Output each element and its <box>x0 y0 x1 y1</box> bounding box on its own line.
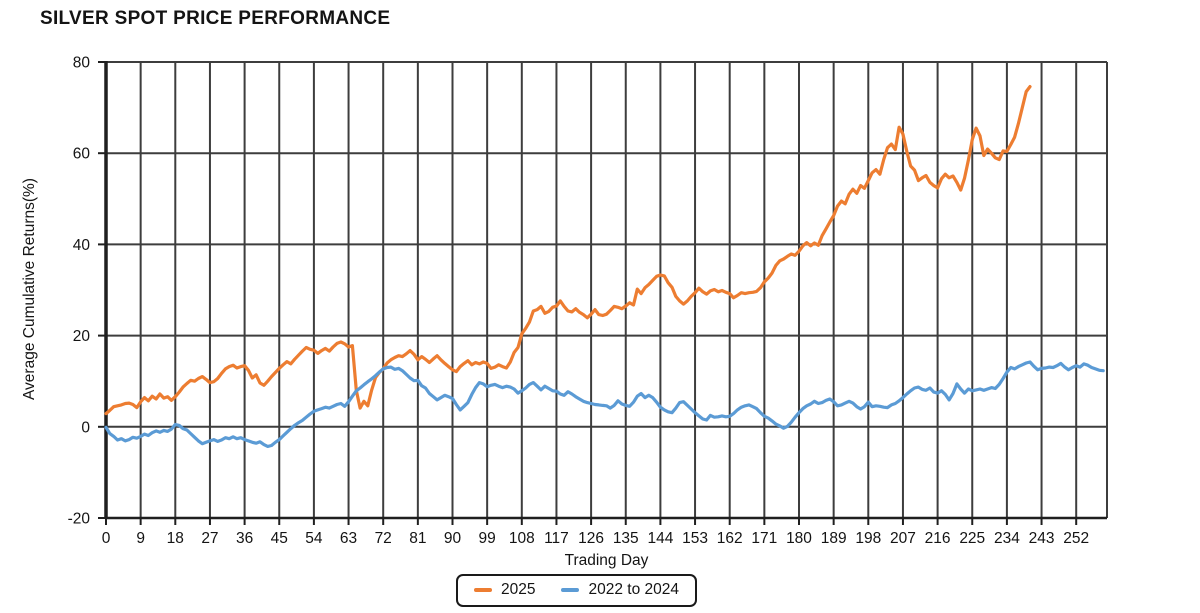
x-tick-label: 81 <box>409 530 426 547</box>
x-tick-label: 135 <box>613 530 639 547</box>
legend-label-2022-2024: 2022 to 2024 <box>588 581 679 598</box>
legend-swatch-2025 <box>474 588 492 592</box>
x-tick-label: 36 <box>236 530 253 547</box>
x-tick-label: 207 <box>890 530 916 547</box>
chart-title: SILVER SPOT PRICE PERFORMANCE <box>40 8 391 29</box>
x-tick-label: 63 <box>340 530 357 547</box>
x-tick-label: 234 <box>994 530 1020 547</box>
x-tick-label: 180 <box>786 530 812 547</box>
x-tick-label: 0 <box>102 530 111 547</box>
x-tick-label: 153 <box>682 530 708 547</box>
x-tick-label: 54 <box>305 530 323 547</box>
y-tick-label: 40 <box>73 237 91 254</box>
x-tick-label: 198 <box>855 530 881 547</box>
legend-item-2025: 2025 <box>474 581 535 599</box>
x-axis-title: Trading Day <box>564 552 649 569</box>
series-line-2022-to-2024 <box>104 360 1105 448</box>
y-tick-label: 0 <box>81 419 90 436</box>
x-tick-label: 162 <box>717 530 743 547</box>
x-tick-label: 45 <box>271 530 288 547</box>
y-tick-label: 20 <box>73 328 91 345</box>
x-tick-label: 90 <box>444 530 462 547</box>
legend: 2025 2022 to 2024 <box>456 574 697 607</box>
x-tick-label: 18 <box>167 530 184 547</box>
x-tick-label: 99 <box>479 530 496 547</box>
legend-item-2022-2024: 2022 to 2024 <box>561 581 679 599</box>
legend-label-2025: 2025 <box>501 581 536 598</box>
x-tick-label: 252 <box>1063 530 1089 547</box>
x-tick-label: 189 <box>821 530 847 547</box>
x-tick-label: 126 <box>578 530 604 547</box>
y-tick-label: -20 <box>68 511 91 528</box>
x-tick-label: 243 <box>1029 530 1055 547</box>
y-tick-label: 80 <box>73 55 91 72</box>
x-tick-label: 72 <box>375 530 392 547</box>
x-tick-label: 216 <box>925 530 951 547</box>
x-tick-label: 171 <box>751 530 777 547</box>
x-tick-label: 144 <box>647 530 673 547</box>
x-tick-label: 27 <box>201 530 218 547</box>
x-tick-label: 117 <box>544 530 569 547</box>
y-tick-label: 60 <box>73 146 91 163</box>
series-line-2025 <box>104 84 1032 416</box>
x-tick-label: 225 <box>959 530 985 547</box>
x-tick-label: 108 <box>509 530 535 547</box>
x-tick-label: 9 <box>136 530 145 547</box>
legend-swatch-2022-2024 <box>561 588 580 592</box>
